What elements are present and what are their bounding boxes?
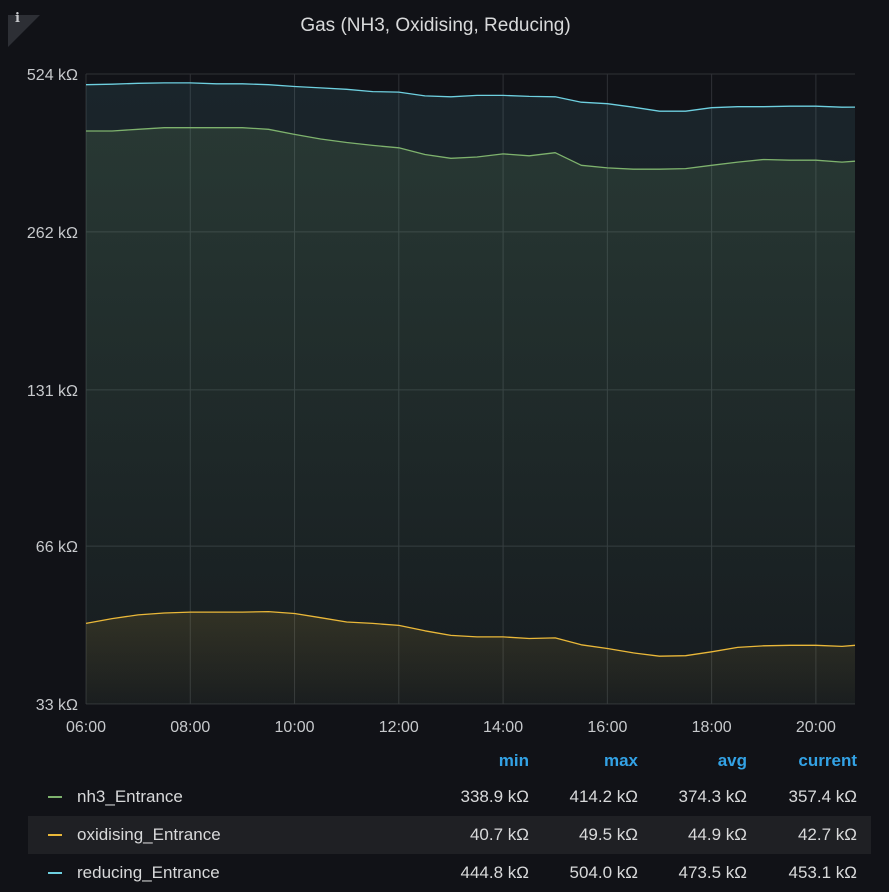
legend-label-nh3[interactable]: nh3_Entrance xyxy=(77,787,183,806)
x-tick-label: 10:00 xyxy=(275,719,315,736)
legend-value-avg: 473.5 kΩ xyxy=(678,863,747,882)
y-tick-label: 33 kΩ xyxy=(36,697,78,714)
legend-header-min[interactable]: min xyxy=(498,751,529,770)
series-fill-nh3_Entrance xyxy=(86,127,855,704)
legend-series-nh3[interactable]: nh3_Entrance xyxy=(48,778,183,816)
x-axis: 06:00 08:00 10:00 12:00 14:00 16:00 18:00 20:00 xyxy=(66,719,836,736)
panel-title[interactable]: Gas (NH3, Oxidising, Reducing) xyxy=(300,15,571,36)
legend-label-oxidising[interactable]: oxidising_Entrance xyxy=(77,825,221,844)
legend-value-avg: 44.9 kΩ xyxy=(687,825,747,844)
y-tick-label: 524 kΩ xyxy=(27,67,78,84)
legend-value-max: 504.0 kΩ xyxy=(569,863,638,882)
legend-header: min max avg current xyxy=(28,744,871,778)
legend-series-oxidising[interactable]: oxidising_Entrance xyxy=(48,816,221,854)
x-tick-label: 18:00 xyxy=(692,719,732,736)
legend-swatch-nh3[interactable] xyxy=(48,796,62,798)
x-tick-label: 14:00 xyxy=(483,719,523,736)
series-line-reducing_Entrance[interactable] xyxy=(85,82,856,112)
y-axis: 33 kΩ 66 kΩ 131 kΩ 262 kΩ 524 kΩ xyxy=(27,67,78,714)
legend-label-reducing[interactable]: reducing_Entrance xyxy=(77,863,220,882)
x-tick-label: 12:00 xyxy=(379,719,419,736)
legend-value-max: 414.2 kΩ xyxy=(569,787,638,806)
legend-header-max[interactable]: max xyxy=(603,751,638,770)
legend-series-reducing[interactable]: reducing_Entrance xyxy=(48,854,220,892)
legend-row-oxidising[interactable]: oxidising_Entrance 40.7 kΩ 49.5 kΩ 44.9 … xyxy=(28,816,871,854)
series-fills xyxy=(86,82,855,704)
y-tick-label: 262 kΩ xyxy=(27,225,78,242)
x-tick-label: 08:00 xyxy=(170,719,210,736)
panel-info-corner[interactable] xyxy=(8,15,40,47)
series-line-oxidising_Entrance[interactable] xyxy=(85,610,856,657)
legend-value-min: 40.7 kΩ xyxy=(469,825,529,844)
legend-row-reducing[interactable]: reducing_Entrance 444.8 kΩ 504.0 kΩ 473.… xyxy=(28,854,871,892)
y-tick-label: 131 kΩ xyxy=(27,383,78,400)
legend-value-avg: 374.3 kΩ xyxy=(678,787,747,806)
x-tick-label: 16:00 xyxy=(587,719,627,736)
legend-swatch-reducing[interactable] xyxy=(48,872,62,874)
legend-header-avg[interactable]: avg xyxy=(717,751,747,770)
legend-value-max: 49.5 kΩ xyxy=(578,825,638,844)
line-chart[interactable]: 33 kΩ 66 kΩ 131 kΩ 262 kΩ 524 kΩ 06:00 08:00 1… xyxy=(0,0,889,740)
legend-value-current: 42.7 kΩ xyxy=(797,825,857,844)
legend-value-min: 444.8 kΩ xyxy=(460,863,529,882)
x-tick-label: 20:00 xyxy=(796,719,836,736)
legend-table: min max avg current nh3_Entrance 338.9 k… xyxy=(28,744,871,892)
series-fill-oxidising_Entrance xyxy=(86,611,855,704)
legend-value-min: 338.9 kΩ xyxy=(460,787,529,806)
x-tick-label: 06:00 xyxy=(66,719,106,736)
series-lines xyxy=(85,82,856,657)
legend-swatch-oxidising[interactable] xyxy=(48,834,62,836)
info-icon[interactable]: i xyxy=(15,11,20,26)
legend-value-current: 357.4 kΩ xyxy=(788,787,857,806)
series-line-nh3_Entrance[interactable] xyxy=(86,127,856,170)
legend-row-nh3[interactable]: nh3_Entrance 338.9 kΩ 414.2 kΩ 374.3 kΩ … xyxy=(28,778,871,816)
y-tick-label: 66 kΩ xyxy=(36,539,78,556)
legend-value-current: 453.1 kΩ xyxy=(788,863,857,882)
legend-header-current[interactable]: current xyxy=(798,751,857,770)
